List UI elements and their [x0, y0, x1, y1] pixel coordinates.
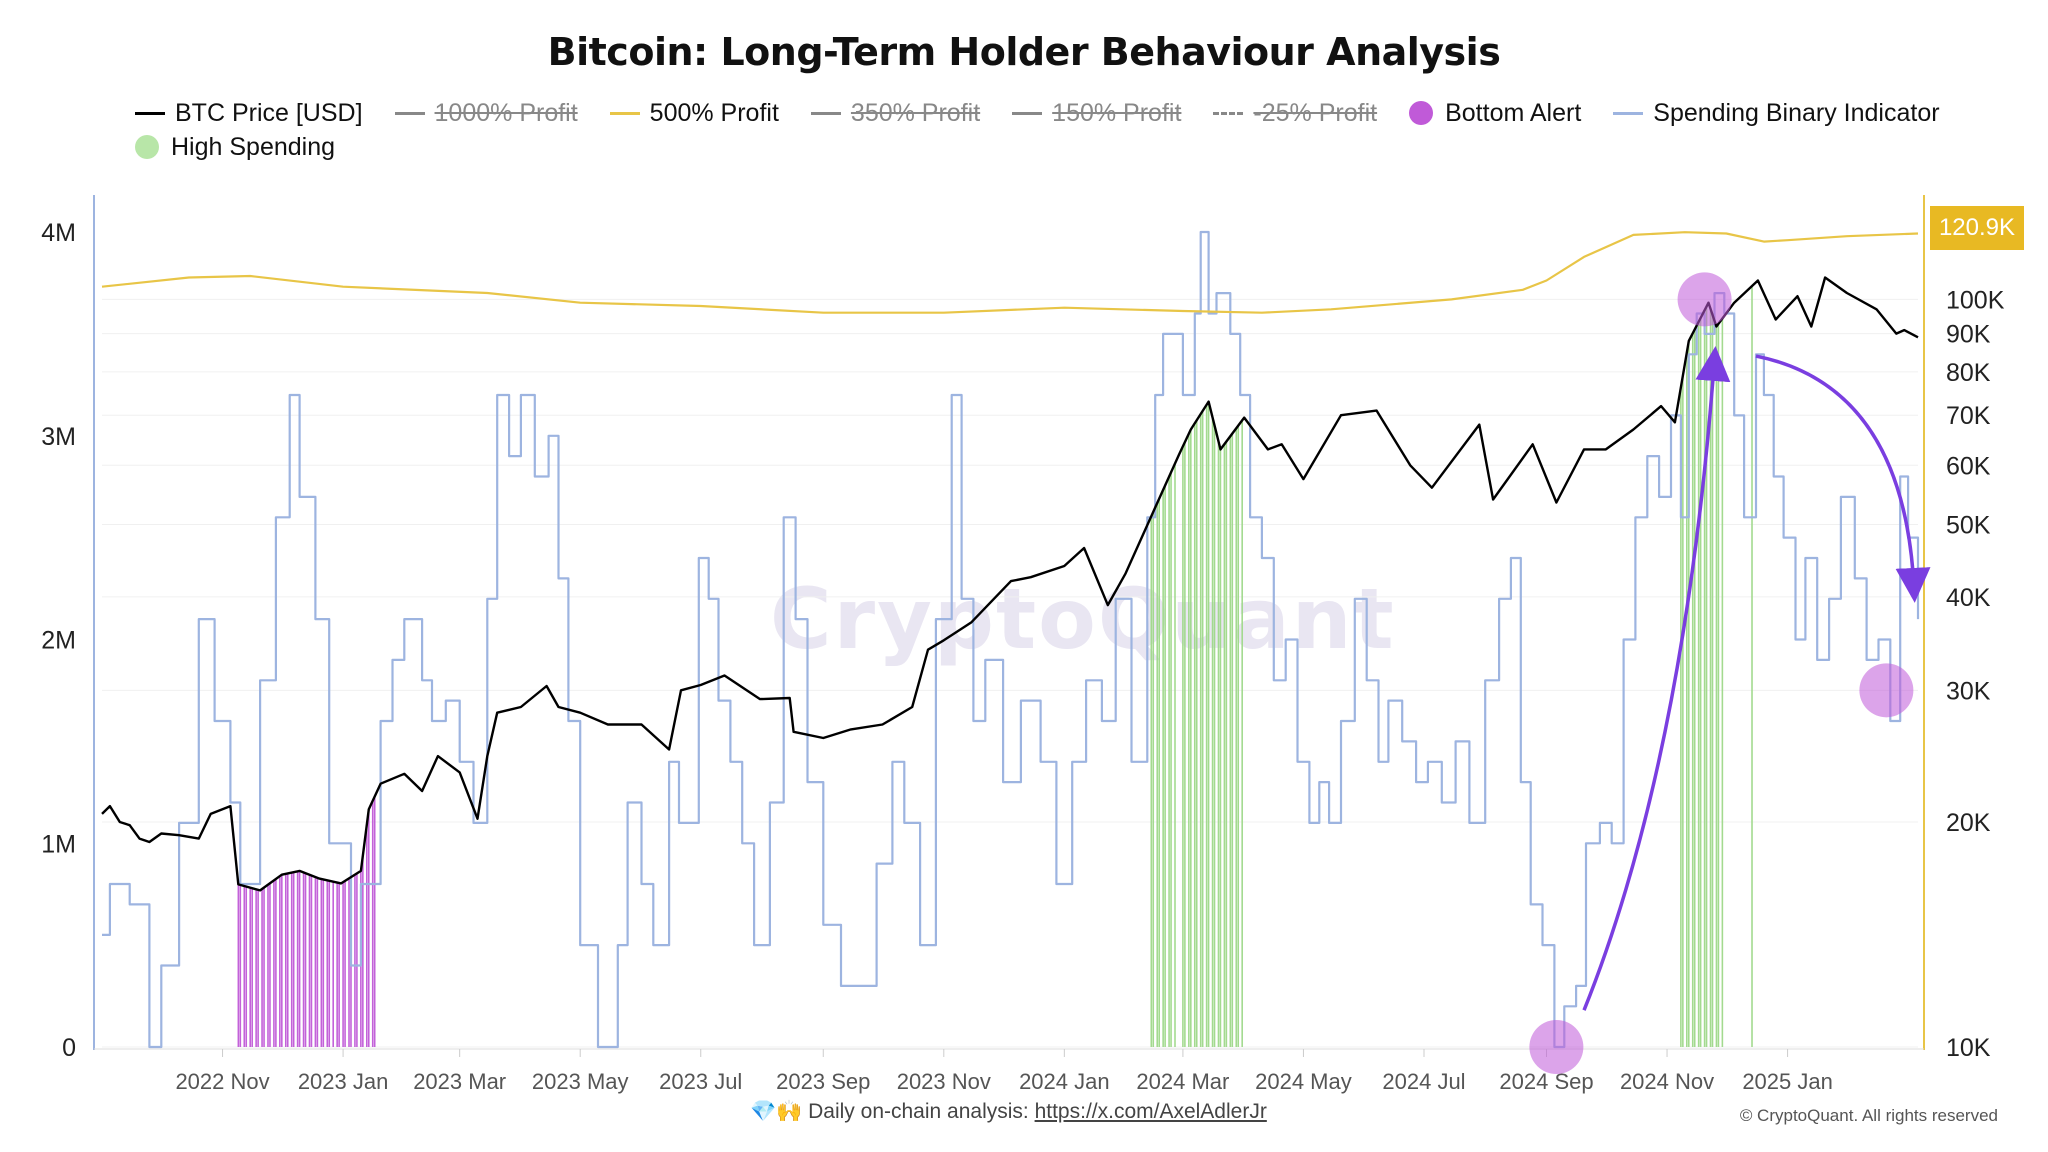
x-tick-label: 2023 May [532, 1069, 629, 1094]
legend-item[interactable]: 350% Profit [810, 98, 981, 128]
y-right-tick-label: 80K [1946, 359, 1991, 387]
y-right-tick-label: 70K [1946, 402, 1991, 430]
y-right-tick-label: 30K [1946, 677, 1991, 705]
y-right-tick-label: 90K [1946, 321, 1991, 349]
legend-line-icon [135, 111, 165, 115]
legend-label: Spending Binary Indicator [1653, 98, 1940, 127]
legend-item[interactable]: 500% Profit [609, 98, 779, 128]
x-tick-label: 2024 May [1255, 1069, 1352, 1094]
legend-label: 500% Profit [649, 98, 779, 127]
x-tick-label: 2024 Jan [1019, 1069, 1110, 1094]
x-tick-label: 2023 Jan [298, 1069, 389, 1094]
legend-item[interactable]: Spending Binary Indicator [1613, 98, 1940, 128]
legend-label: 350% Profit [850, 98, 981, 127]
x-tick-label: 2024 Sep [1499, 1069, 1593, 1094]
watermark: CryptoQuant [770, 570, 1396, 668]
legend-label: BTC Price [USD] [175, 98, 363, 127]
legend-label: Bottom Alert [1445, 98, 1582, 127]
legend-label: -25% Profit [1253, 98, 1378, 127]
y-left-tick-label: 1M [41, 830, 76, 858]
profit-500-line[interactable] [101, 231, 1919, 314]
legend-label: High Spending [171, 132, 336, 161]
annotation-arrow-up [1582, 345, 1731, 1011]
legend-row: BTC Price [USD] 1000% Profit 500% Profit 35… [135, 96, 1995, 130]
y-right-tick-label: 100K [1946, 286, 2005, 314]
x-tick-label: 2023 Sep [776, 1069, 870, 1094]
legend: BTC Price [USD] 1000% Profit 500% Profit 35… [135, 96, 1995, 164]
bottom-alert-marker[interactable] [1859, 663, 1914, 718]
y-left-tick-label: 3M [41, 423, 76, 451]
y-right-tick-label: 10K [1946, 1034, 1991, 1062]
legend-dot-icon [135, 135, 159, 159]
y-right-tick-label: 20K [1946, 809, 1991, 837]
legend-item[interactable]: -25% Profit [1213, 99, 1377, 128]
x-tick-label: 2022 Nov [175, 1069, 269, 1094]
annotation-arrow-down [1755, 354, 1931, 603]
x-tick-label: 2023 Mar [413, 1069, 506, 1094]
spending-binary-indicator-line[interactable] [102, 230, 1920, 1049]
y-left-tick-label: 0 [62, 1034, 76, 1062]
footer-link[interactable]: https://x.com/AxelAdlerJr [1034, 1100, 1267, 1123]
x-tick-label: 2025 Jan [1742, 1069, 1833, 1094]
bottom-alert-marker[interactable] [1529, 1020, 1584, 1074]
legend-line-icon [810, 111, 841, 115]
legend-label: 150% Profit [1052, 98, 1182, 127]
legend-line-icon [609, 111, 640, 115]
footer-prefix: 💎🙌 Daily on-chain analysis: [750, 1100, 1035, 1123]
legend-item[interactable]: 150% Profit [1012, 99, 1181, 128]
y-right-tick-label: 60K [1946, 452, 1991, 480]
copyright-text: © CryptoQuant. All rights reserved [1739, 1106, 1998, 1125]
current-value-tag: 120.9K [1930, 206, 2024, 250]
legend-item[interactable]: Bottom Alert [1409, 99, 1581, 128]
x-tick-label: 2023 Nov [897, 1069, 991, 1094]
legend-item[interactable]: BTC Price [USD] [135, 99, 363, 128]
legend-item[interactable]: 1000% Profit [394, 98, 578, 128]
footer-note: 💎🙌 Daily on-chain analysis: https://x.co… [750, 1100, 1267, 1124]
legend-line-icon [1012, 111, 1043, 115]
x-tick-label: 2024 Nov [1620, 1069, 1714, 1094]
legend-row: High Spending [135, 130, 1995, 164]
y-left-tick-label: 2M [41, 627, 76, 655]
y-right-tick-label: 50K [1946, 511, 1991, 539]
y-left-tick-label: 4M [41, 219, 76, 247]
legend-label: 1000% Profit [434, 98, 578, 127]
y-right-tick-label: 40K [1946, 584, 1991, 612]
x-tick-label: 2024 Mar [1136, 1069, 1229, 1094]
x-tick-label: 2024 Jul [1382, 1069, 1465, 1094]
bottom-alert-marker[interactable] [1677, 272, 1732, 327]
legend-item[interactable]: High Spending [135, 133, 335, 162]
legend-line-icon [1613, 111, 1644, 115]
legend-dot-icon [1409, 101, 1434, 125]
chart-title: Bitcoin: Long-Term Holder Behaviour Anal… [547, 30, 1501, 74]
x-tick-label: 2023 Jul [659, 1069, 742, 1094]
legend-line-icon [394, 111, 425, 115]
btc-price-line[interactable] [101, 276, 1919, 892]
legend-line-icon [1213, 111, 1244, 115]
